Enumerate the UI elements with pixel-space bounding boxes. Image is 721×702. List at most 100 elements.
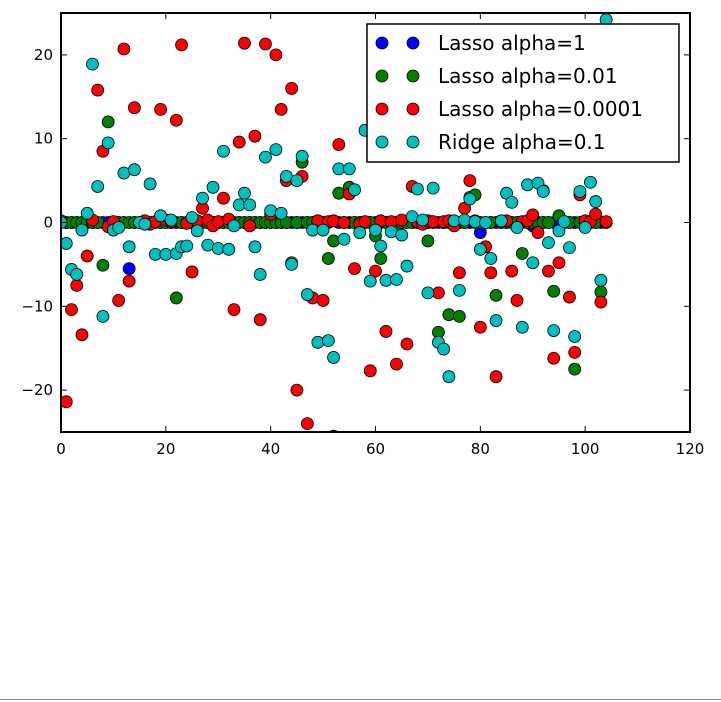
point-ridge-alpha-0-1-69 (416, 213, 430, 227)
point-ridge-alpha-0-1-71 (426, 181, 440, 195)
point-lasso-alpha-0-0001-12 (117, 42, 131, 56)
point-lasso-alpha-0-0001-11 (112, 294, 126, 307)
point-ridge-alpha-0-1-32 (222, 242, 236, 256)
point-lasso-alpha-0-0001-45 (290, 383, 304, 397)
point-ridge-alpha-0-1-59 (363, 274, 377, 288)
point-lasso-alpha-0-0001-83 (489, 370, 503, 384)
point-ridge-alpha-0-1-40 (264, 204, 278, 218)
point-lasso-alpha-0-0001-60 (369, 264, 382, 278)
point-ridge-alpha-0-1-80 (473, 242, 487, 256)
point-ridge-alpha-0-1-11 (112, 221, 126, 234)
point-lasso-alpha-0-0001-80 (473, 320, 487, 334)
point-ridge-alpha-0-1-73 (437, 342, 451, 356)
point-lasso-alpha-0-0001-42 (274, 102, 288, 116)
point-lasso-alpha-0-0001-39 (259, 37, 272, 51)
x-tick-label: 80 (471, 440, 490, 458)
point-lasso-alpha-0-0001-50 (316, 294, 330, 307)
point-lasso-alpha-0-0001-82 (484, 266, 498, 280)
point-lasso-alpha-0-0001-3 (70, 278, 84, 292)
point-lasso-alpha-0-0001-7 (91, 83, 105, 97)
point-lasso-alpha-0-0001-93 (542, 264, 555, 278)
legend: Lasso alpha=1 Lasso alpha=0.01 Lasso alpha… (366, 23, 680, 163)
point-ridge-alpha-0-1-99 (573, 185, 587, 198)
point-ridge-alpha-0-1-13 (122, 240, 136, 254)
point-lasso-alpha-0-0001-91 (531, 226, 545, 239)
point-lasso-alpha-0-0001-98 (568, 345, 582, 359)
point-ridge-alpha-0-1-16 (138, 217, 152, 231)
point-lasso-alpha-0-01-93 (542, 216, 555, 229)
point-lasso-alpha-0-0001-5 (80, 249, 94, 263)
point-ridge-alpha-0-1-38 (253, 268, 267, 281)
point-lasso-alpha-0-01-94 (547, 284, 561, 298)
point-lasso-alpha-0-0001-36 (243, 219, 257, 233)
point-ridge-alpha-0-1-82 (484, 252, 498, 265)
point-lasso-alpha-0-0001-13 (122, 274, 136, 288)
point-ridge-alpha-0-1-36 (243, 198, 257, 212)
point-lasso-alpha-0-0001-44 (285, 82, 299, 95)
point-ridge-alpha-0-1-100 (578, 221, 592, 234)
point-ridge-alpha-0-1-8 (96, 309, 110, 323)
point-ridge-alpha-0-1-25 (185, 211, 199, 224)
point-lasso-alpha-0-0001-78 (463, 174, 477, 188)
point-lasso-alpha-0-0001-25 (185, 265, 199, 279)
point-lasso-alpha-0-0001-95 (552, 256, 566, 270)
point-ridge-alpha-0-1-41 (269, 143, 283, 156)
point-lasso-alpha-0-0001-104 (599, 215, 613, 229)
point-ridge-alpha-0-1-88 (515, 320, 529, 334)
bottom-divider (0, 699, 721, 700)
legend-label: Lasso alpha=1 (438, 31, 586, 55)
y-tick-label: 10 (34, 130, 53, 148)
point-ridge-alpha-0-1-5 (80, 206, 94, 220)
point-lasso-alpha-0-0001-22 (169, 113, 183, 127)
point-ridge-alpha-0-1-9 (101, 136, 115, 150)
point-lasso-alpha-0-0001-97 (563, 290, 576, 304)
point-ridge-alpha-0-1-94 (547, 324, 561, 338)
point-lasso-alpha-0-0001-87 (510, 294, 524, 307)
point-ridge-alpha-0-1-78 (463, 192, 477, 206)
point-lasso-alpha-0-01-51 (321, 252, 335, 265)
point-lasso-alpha-0-01-88 (515, 247, 529, 260)
point-lasso-alpha-0-0001-76 (452, 266, 466, 280)
point-ridge-alpha-0-1-81 (479, 216, 492, 229)
point-ridge-alpha-0-1-90 (526, 256, 540, 270)
point-lasso-alpha-0-0001-58 (358, 215, 372, 229)
point-ridge-alpha-0-1-39 (259, 150, 272, 164)
x-tick-label: 40 (261, 440, 280, 458)
point-lasso-alpha-0-01-83 (489, 289, 503, 302)
point-ridge-alpha-0-1-27 (196, 191, 209, 205)
point-lasso-alpha-0-0001-14 (127, 101, 141, 115)
point-ridge-alpha-0-1-17 (143, 177, 157, 191)
point-lasso-alpha-0-0001-62 (379, 325, 393, 338)
data-points (61, 13, 613, 432)
x-tick-label: 20 (156, 440, 175, 458)
point-ridge-alpha-0-1-65 (395, 228, 409, 242)
point-ridge-alpha-0-1-26 (190, 224, 204, 238)
point-lasso-alpha-0-0001-56 (348, 262, 361, 275)
legend-label: Lasso alpha=0.0001 (438, 97, 643, 121)
point-lasso-alpha-0-01-70 (421, 234, 435, 248)
point-lasso-alpha-0-0001-23 (175, 38, 188, 52)
point-ridge-alpha-0-1-83 (489, 314, 503, 327)
point-ridge-alpha-0-1-35 (238, 186, 251, 200)
point-ridge-alpha-0-1-57 (353, 226, 367, 239)
point-lasso-alpha-0-0001-37 (248, 129, 262, 143)
x-tick-label: 100 (571, 440, 600, 458)
point-ridge-alpha-0-1-64 (390, 273, 403, 286)
legend-label: Ridge alpha=0.1 (438, 130, 606, 154)
point-lasso-alpha-0-0001-90 (526, 208, 540, 222)
point-lasso-alpha-0-0001-19 (154, 102, 167, 116)
point-ridge-alpha-0-1-51 (321, 334, 335, 348)
legend-marker (375, 36, 389, 50)
point-ridge-alpha-0-1-3 (70, 268, 84, 281)
point-lasso-alpha-0-0001-38 (253, 313, 267, 327)
point-lasso-alpha-0-01-9 (101, 115, 115, 129)
legend-marker (406, 135, 420, 149)
point-lasso-alpha-0-0001-66 (400, 337, 414, 351)
point-ridge-alpha-0-1-84 (494, 214, 508, 228)
x-tick-label: 0 (56, 440, 66, 458)
point-ridge-alpha-0-1-70 (421, 286, 435, 300)
point-lasso-alpha-0-0001-59 (363, 364, 377, 378)
point-lasso-alpha-0-0001-41 (269, 48, 283, 62)
point-lasso-alpha-0-0001-53 (332, 138, 346, 151)
legend-marker (375, 69, 389, 83)
